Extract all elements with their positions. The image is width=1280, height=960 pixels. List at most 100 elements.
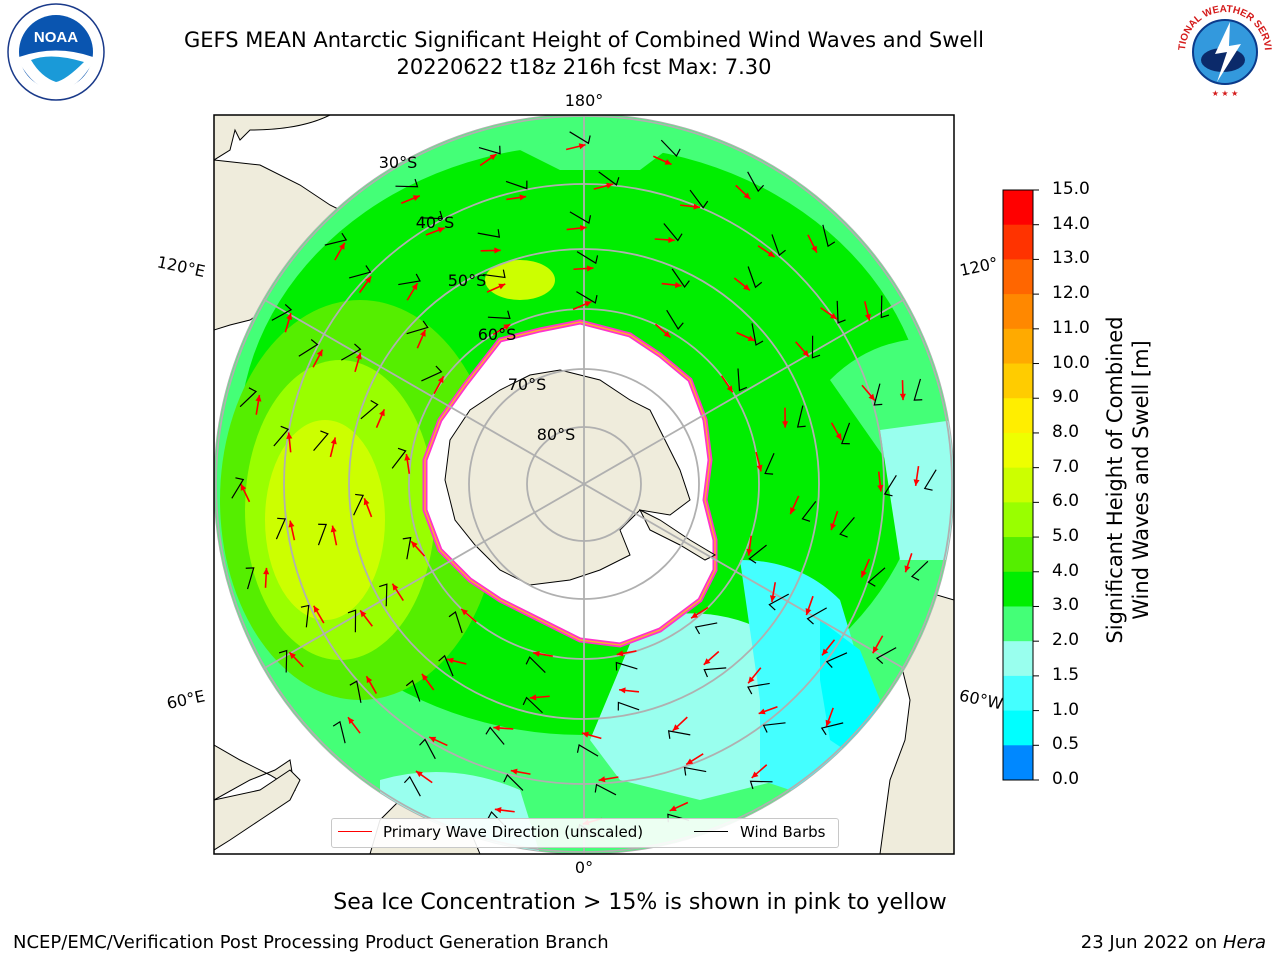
wave-direction-arrowhead (672, 724, 680, 731)
colorbar-segment (1003, 537, 1033, 573)
wave-direction-arrowhead (664, 159, 672, 165)
lat-label-50S: 50°S (448, 271, 487, 290)
wind-barb (615, 661, 638, 671)
colorbar-segment (1003, 294, 1033, 330)
wind-barb (839, 517, 855, 538)
wave-direction-arrowhead (767, 250, 775, 257)
lat-label-80S: 80°S (537, 425, 576, 444)
lon-label-120W: 120° (958, 253, 1000, 280)
wind-barbs-legend-line (694, 831, 728, 832)
colorbar-segment (1003, 571, 1033, 607)
colorbar-segment (1003, 224, 1033, 260)
wind-barb (762, 722, 786, 733)
colorbar-tick-label: 1.5 (1052, 664, 1080, 685)
wave-direction-arrowhead (411, 541, 418, 549)
wind-barb (522, 696, 543, 714)
wave-direction-arrowhead (868, 393, 875, 401)
wave-direction-arrowhead (489, 154, 497, 161)
lon-label-120E: 120°E (155, 252, 207, 281)
wind-barb (487, 310, 511, 320)
wind-barb (505, 180, 528, 190)
wind-barbs-legend-label: Wind Barbs (740, 823, 826, 841)
wind-barb (840, 422, 851, 445)
colorbar-segment (1003, 398, 1033, 434)
wave-direction-arrowhead (437, 376, 444, 384)
wave-direction-arrowhead (579, 225, 587, 232)
wave-direction-arrowhead (411, 283, 418, 291)
wave-direction-arrowhead (693, 203, 701, 210)
wave-direction-arrowhead (822, 648, 829, 656)
wind-barb (271, 303, 293, 321)
wave-direction-arrowhead (286, 432, 293, 440)
wind-barb (576, 744, 599, 757)
wave-direction-arrowhead (904, 565, 911, 573)
wave-direction-arrowhead (289, 652, 296, 659)
chart-title: GEFS MEAN Antarctic Significant Height o… (183, 28, 985, 52)
colorbar-tick-label: 0.0 (1052, 769, 1080, 789)
wind-barb (768, 593, 790, 611)
wind-barb (836, 300, 846, 324)
wave-direction-arrowhead (830, 523, 837, 531)
wave-direction-arrowhead (747, 335, 755, 341)
wind-barb (317, 523, 328, 546)
wave-direction-arrowhead (802, 349, 809, 357)
wind-barb (883, 475, 897, 497)
wave-direction-arrowhead (519, 194, 527, 201)
wave-direction-arrowhead (835, 433, 842, 441)
chart-subtitle: 20220622 t18z 216h fcst Max: 7.30 (396, 55, 772, 79)
wave-direction-arrowhead (790, 507, 796, 515)
wave-direction-arrowhead (392, 583, 399, 591)
wave-direction-arrowhead (493, 724, 500, 732)
wave-direction-arrowhead (330, 525, 337, 533)
colorbar-tick-label: 2.0 (1052, 630, 1080, 651)
wind-barb (298, 339, 319, 357)
wave-direction-arrowhead (578, 143, 586, 150)
wave-direction-arrowhead (616, 650, 624, 657)
colorbar-tick-label: 9.0 (1052, 387, 1080, 408)
wave-direction-arrowhead (263, 567, 270, 575)
colorbar-tick-label: 15.0 (1052, 179, 1090, 199)
wind-barb (525, 656, 546, 673)
wave-direction-arrowhead (686, 758, 694, 765)
sea-ice-note: Sea Ice Concentration > 15% is shown in … (333, 890, 947, 915)
colorbar-title-line2: Wind Waves and Swell [m] (1129, 340, 1153, 620)
wind-barb (478, 145, 501, 155)
wave-direction-arrowhead (913, 479, 920, 486)
colorbar-tick-label: 7.0 (1052, 456, 1080, 477)
wave-direction-arrowhead (830, 312, 838, 320)
wave-direction-arrowhead (758, 708, 766, 715)
wave-direction-arrowhead (582, 731, 589, 738)
polar-map: 180° 120°E 120° 60°E 60°W 0° 30°S 40°S 5… (155, 91, 1039, 877)
wave-direction-arrowhead (619, 687, 626, 694)
wind-barb (747, 171, 765, 193)
wind-barb (822, 224, 836, 248)
wind-barb (332, 720, 346, 744)
wave-direction-arrowhead (316, 349, 323, 357)
wind-barb (748, 544, 767, 564)
wave-direction-legend-label: Primary Wave Direction (unscaled) (383, 823, 644, 841)
wind-barb (403, 775, 421, 797)
colorbar-segment (1003, 432, 1033, 469)
graticule (215, 115, 953, 854)
colorbar-segment (1003, 328, 1033, 365)
wind-barb (420, 210, 444, 220)
wind-barb (239, 387, 258, 408)
footer-machine: Hera (1222, 932, 1266, 953)
colorbar-segment (1003, 641, 1033, 677)
svg-text:★ ★ ★: ★ ★ ★ (1212, 89, 1239, 98)
wave-direction-arrowhead (872, 646, 879, 654)
map-legend: Primary Wave Direction (unscaled) Wind B… (331, 818, 839, 848)
colorbar-title: Significant Height of Combined Wind Wave… (1103, 316, 1153, 643)
colorbar-tick-label: 5.0 (1052, 526, 1080, 547)
wind-barb (660, 139, 681, 158)
wave-direction-arrowhead (703, 658, 711, 665)
wind-barb (801, 500, 817, 522)
lat-label-30S: 30°S (379, 153, 418, 172)
wind-barb (880, 295, 890, 319)
wind-barb (347, 609, 357, 633)
wave-direction-legend-line (338, 831, 372, 832)
wave-direction-arrowhead (805, 608, 812, 616)
wave-direction-arrowhead (360, 610, 367, 618)
wind-barb (348, 265, 372, 279)
wave-direction-arrowhead (412, 195, 420, 201)
